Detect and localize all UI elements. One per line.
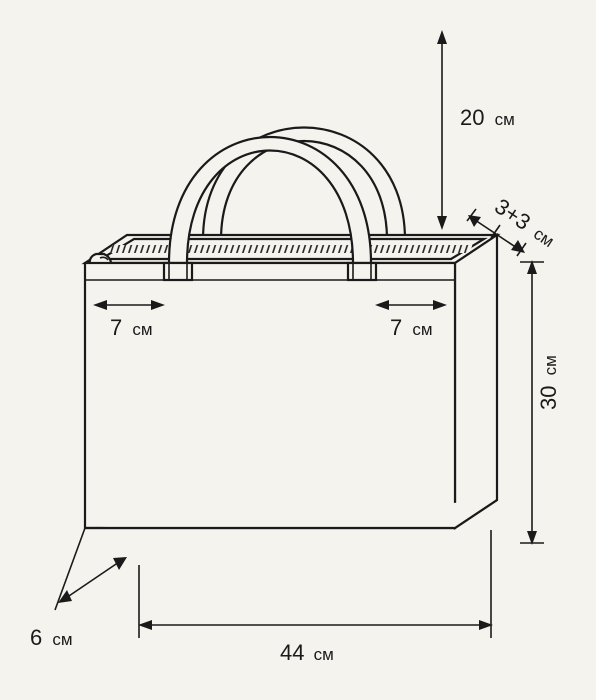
body-width-unit: см	[314, 645, 334, 664]
handle-height-value: 20	[460, 105, 484, 130]
inset-right-value: 7	[390, 315, 402, 340]
body-depth-unit: см	[52, 630, 72, 649]
bag-side-face	[455, 235, 497, 528]
inset-right-unit: см	[412, 320, 432, 339]
body-height-unit: см	[541, 355, 560, 375]
dim-body-depth: 6 см	[30, 528, 130, 650]
dim-body-width: 44 см	[138, 530, 493, 665]
body-width-value: 44	[280, 640, 304, 665]
handle-height-unit: см	[495, 110, 515, 129]
inset-left-unit: см	[132, 320, 152, 339]
inset-left-value: 7	[110, 315, 122, 340]
body-depth-value: 6	[30, 625, 42, 650]
svg-text:20 см: 20 см	[460, 105, 515, 130]
bag-top-face	[85, 235, 497, 263]
bag-diagram: 20 см 3+3 см 30 см	[0, 0, 596, 700]
svg-text:44 см: 44 см	[280, 640, 334, 665]
bag-front-face	[85, 263, 455, 528]
svg-text:30 см: 30 см	[536, 355, 561, 410]
zipper-panels-unit: см	[530, 224, 557, 251]
svg-text:6 см: 6 см	[30, 625, 73, 650]
dim-body-height: 30 см	[520, 260, 561, 545]
body-height-value: 30	[536, 386, 561, 410]
